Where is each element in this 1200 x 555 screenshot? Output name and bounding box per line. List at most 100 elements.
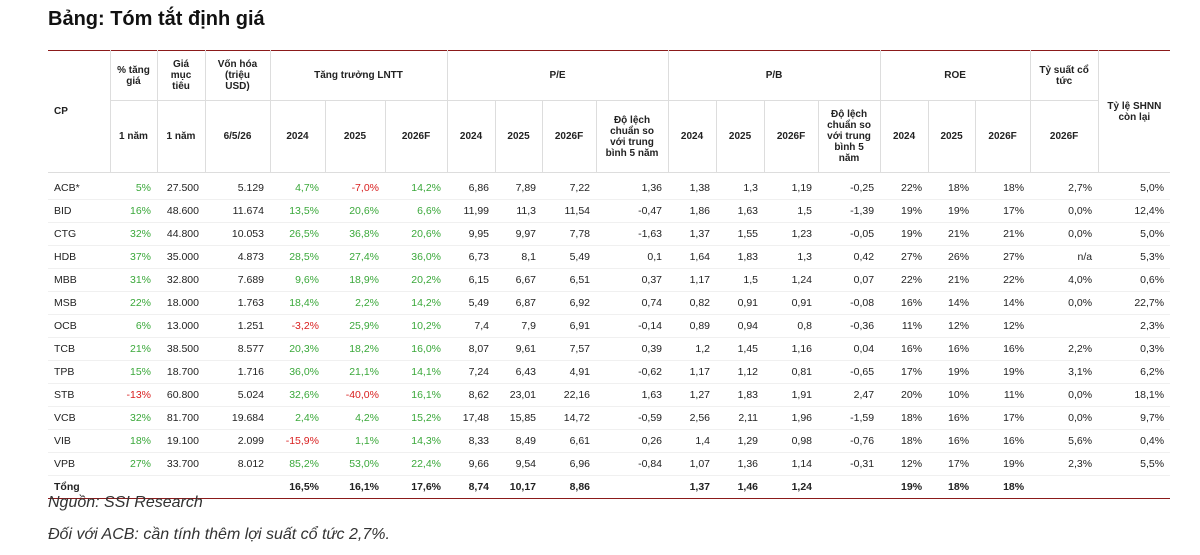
cell: -0,47 [596, 199, 669, 223]
ticker: VPB [48, 452, 110, 476]
cell: 6,73 [447, 245, 496, 269]
cell: 31% [110, 268, 157, 292]
cell: 19% [880, 199, 929, 223]
cell: 8,1 [495, 245, 543, 269]
cell: 2,2% [1030, 337, 1099, 361]
cell: 1.251 [205, 314, 270, 338]
cell [1030, 314, 1099, 338]
cell: 11% [975, 383, 1031, 407]
cell: 1,64 [668, 245, 717, 269]
note: Đối với ACB: cần tính thêm lợi suất cổ t… [48, 526, 390, 543]
subheader-cell: 1 năm [156, 100, 205, 173]
cell: 2,2% [325, 291, 385, 315]
cell: 8,86 [569, 481, 591, 493]
cell: 28,5% [270, 245, 325, 269]
cell: 33.700 [157, 452, 205, 476]
cell: 16% [880, 291, 929, 315]
cell: 5% [110, 172, 157, 200]
cell: 16% [880, 337, 929, 361]
cell: 9,6% [270, 268, 325, 292]
cell: 12% [928, 314, 976, 338]
cell: 7,89 [495, 172, 543, 200]
cell: 5,0% [1098, 222, 1171, 246]
cell: 0,4% [1098, 429, 1171, 453]
cell: 48.600 [157, 199, 205, 223]
cell: 0,74 [596, 291, 669, 315]
cell: -1,63 [596, 222, 669, 246]
cell: 18% [928, 172, 976, 200]
data-row: MBB 31% 32.800 7.689 9,6% 18,9% 20,2% 6,15 6,67 6… [48, 268, 1171, 292]
cell: 13.000 [157, 314, 205, 338]
data-row: BID 16% 48.600 11.674 13,5% 20,6% 6,6% 11,99 11,… [48, 199, 1171, 223]
cell: 0,0% [1030, 222, 1099, 246]
cell: 27.500 [157, 172, 205, 200]
cell: 16% [928, 429, 976, 453]
data-row: TCB 21% 38.500 8.577 20,3% 18,2% 16,0% 8,07 9,61… [48, 337, 1171, 361]
subheader-cell: 2025 [715, 100, 765, 173]
cell: 0,07 [818, 268, 881, 292]
cell: 6,96 [542, 452, 597, 476]
cell: 18% [880, 429, 929, 453]
cell: 26% [928, 245, 976, 269]
cell: 32% [110, 222, 157, 246]
cell: 1,36 [716, 452, 765, 476]
cell: 1,91 [764, 383, 819, 407]
cell: 19% [975, 360, 1031, 384]
cell: 15,85 [495, 406, 543, 430]
cell: 14,3% [385, 429, 448, 453]
cell: 15% [110, 360, 157, 384]
subheader-cell: 1 năm [109, 100, 157, 173]
cell: 6,86 [447, 172, 496, 200]
cell: 2,11 [716, 406, 765, 430]
cell: 4,91 [542, 360, 597, 384]
cell: 7,22 [542, 172, 597, 200]
cell: 18,9% [325, 268, 385, 292]
cell: 2,4% [270, 406, 325, 430]
cell: 1,3 [716, 172, 765, 200]
cell: 6,91 [542, 314, 597, 338]
cell: -40,0% [325, 383, 385, 407]
cell: -7,0% [325, 172, 385, 200]
header-cell: Tỷ suất cổ tức [1029, 50, 1099, 101]
cell: 1,46 [737, 481, 759, 493]
cell: 0,37 [596, 268, 669, 292]
cell: 1,2 [668, 337, 717, 361]
cell: 2,3% [1098, 314, 1171, 338]
cell: 10,17 [509, 481, 537, 493]
cell: 1,38 [668, 172, 717, 200]
cell: 7,9 [495, 314, 543, 338]
cell: 6,51 [542, 268, 597, 292]
cell: 12,4% [1098, 199, 1171, 223]
cell: 0,89 [668, 314, 717, 338]
cell: 8,74 [468, 481, 490, 493]
cell: 8.012 [205, 452, 270, 476]
cell: 21% [928, 268, 976, 292]
cell: 1,14 [764, 452, 819, 476]
cell: 1,63 [596, 383, 669, 407]
cell: 14,2% [385, 172, 448, 200]
cell: 36,8% [325, 222, 385, 246]
cell: 5,49 [542, 245, 597, 269]
cell: -3,2% [270, 314, 325, 338]
cell: 6,15 [447, 268, 496, 292]
cell: 6,67 [495, 268, 543, 292]
cell: 0,0% [1030, 199, 1099, 223]
cell: 15,2% [385, 406, 448, 430]
cell: -0,36 [818, 314, 881, 338]
cell: 1,37 [689, 481, 711, 493]
cell: 6,43 [495, 360, 543, 384]
subheader-cell: 2026F [384, 100, 448, 173]
cell: 19.100 [157, 429, 205, 453]
cell: 0,8 [764, 314, 819, 338]
cell: 0,26 [596, 429, 669, 453]
cell: 1,83 [716, 383, 765, 407]
cell: 53,0% [325, 452, 385, 476]
cell: 4,7% [270, 172, 325, 200]
cell: 7,78 [542, 222, 597, 246]
cell: 9,54 [495, 452, 543, 476]
cell: 21,1% [325, 360, 385, 384]
cell: 2,56 [668, 406, 717, 430]
cell: 18% [975, 172, 1031, 200]
cell: 37% [110, 245, 157, 269]
